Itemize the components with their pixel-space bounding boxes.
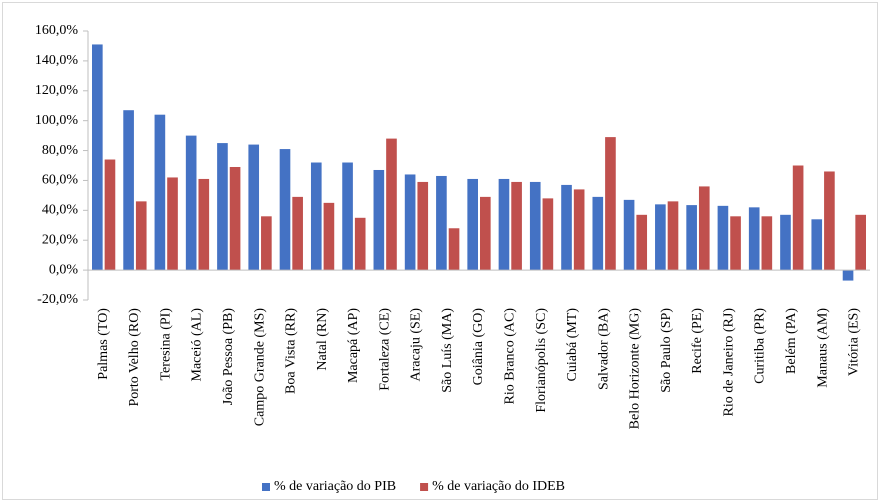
y-tick-label: 80,0% — [42, 143, 79, 158]
legend-label: % de variação do IDEB — [432, 479, 565, 494]
x-tick-label: São Paulo (SP) — [659, 308, 674, 393]
x-tick-label: Fortaleza (CE) — [377, 308, 392, 391]
bar — [730, 216, 741, 271]
bar — [498, 178, 510, 271]
bar — [792, 165, 804, 271]
bar — [104, 159, 116, 271]
legend-swatch — [262, 483, 270, 491]
x-tick-label: Vitória (ES) — [847, 308, 862, 376]
bar — [467, 178, 478, 271]
bar — [855, 214, 866, 271]
bar — [780, 214, 791, 271]
bar — [217, 143, 228, 271]
bar — [154, 114, 166, 271]
x-tick-label: Recife (PE) — [690, 308, 705, 374]
bar — [561, 184, 572, 271]
legend-label: % de variação do PIB — [274, 479, 396, 494]
x-tick-label: Porto Velho (RO) — [127, 308, 142, 407]
x-tick-label: Campo Grande (MS) — [252, 308, 267, 427]
bar — [655, 204, 666, 271]
y-tick-label: 60,0% — [42, 173, 79, 188]
y-tick-label: 100,0% — [35, 113, 79, 128]
bar — [717, 205, 729, 271]
x-tick-label: Cuiabá (MT) — [565, 308, 580, 382]
x-tick-label: Belém (PA) — [784, 308, 799, 374]
bar — [542, 198, 554, 271]
bar — [404, 174, 416, 271]
bar — [480, 196, 491, 271]
x-tick-label: Curitiba (PR) — [753, 308, 768, 384]
bar — [811, 219, 823, 271]
y-tick-label: 40,0% — [42, 203, 79, 218]
bar — [592, 196, 604, 271]
bar — [292, 196, 303, 271]
bar — [92, 44, 103, 271]
bar — [573, 189, 585, 271]
bar — [686, 205, 697, 271]
y-tick-label: 140,0% — [35, 53, 79, 68]
bar — [323, 202, 335, 271]
bar — [761, 216, 773, 271]
bar — [373, 169, 385, 271]
x-tick-label: Macapá (AP) — [346, 308, 361, 383]
x-tick-label: Rio Branco (AC) — [502, 308, 517, 405]
legend-swatch — [420, 483, 429, 491]
bar — [229, 166, 241, 271]
bar — [135, 201, 147, 271]
x-tick-label: Maceió (AL) — [190, 308, 205, 382]
bar — [310, 162, 322, 271]
x-tick-label: Salvador (BA) — [596, 308, 611, 390]
x-tick-label: Teresina (PI) — [158, 308, 173, 381]
x-tick-label: João Pessoa (PB) — [221, 308, 236, 406]
bar — [636, 214, 648, 271]
x-tick-label: Goiânia (GO) — [471, 308, 486, 386]
bar — [354, 217, 366, 271]
bar — [123, 110, 134, 271]
bar — [248, 144, 260, 271]
y-tick-label: 160,0% — [35, 23, 79, 38]
bar — [824, 171, 835, 271]
bar — [386, 138, 397, 271]
bar — [605, 137, 616, 271]
bar — [185, 135, 197, 271]
bar — [698, 186, 710, 271]
bar — [511, 181, 522, 271]
x-tick-label: Palmas (TO) — [96, 308, 111, 380]
x-tick-label: Aracaju (SE) — [409, 308, 424, 382]
bar — [342, 162, 353, 271]
x-tick-label: Florianópolis (SC) — [534, 308, 549, 413]
x-tick-label: Rio de Janeiro (RJ) — [721, 308, 736, 417]
x-tick-label: Belo Horizonte (MG) — [628, 308, 643, 430]
y-tick-label: -20,0% — [37, 292, 78, 307]
x-tick-label: São Luís (MA) — [440, 308, 455, 393]
bar — [623, 199, 635, 271]
bar — [842, 270, 854, 281]
y-tick-label: 20,0% — [42, 232, 79, 247]
y-tick-label: 120,0% — [35, 83, 79, 98]
bar — [261, 216, 272, 271]
y-tick-label: 0,0% — [49, 262, 79, 277]
bar — [448, 228, 460, 271]
bar — [198, 178, 210, 271]
x-tick-label: Boa Vista (RR) — [284, 308, 299, 394]
x-tick-label: Manaus (AM) — [815, 308, 830, 388]
x-tick-label: Natal (RN) — [315, 308, 330, 371]
bar — [167, 177, 178, 271]
bar — [529, 181, 541, 271]
bar — [436, 175, 447, 271]
bar — [417, 181, 429, 271]
bar — [279, 149, 291, 271]
bar — [667, 201, 679, 271]
bar — [748, 207, 760, 271]
